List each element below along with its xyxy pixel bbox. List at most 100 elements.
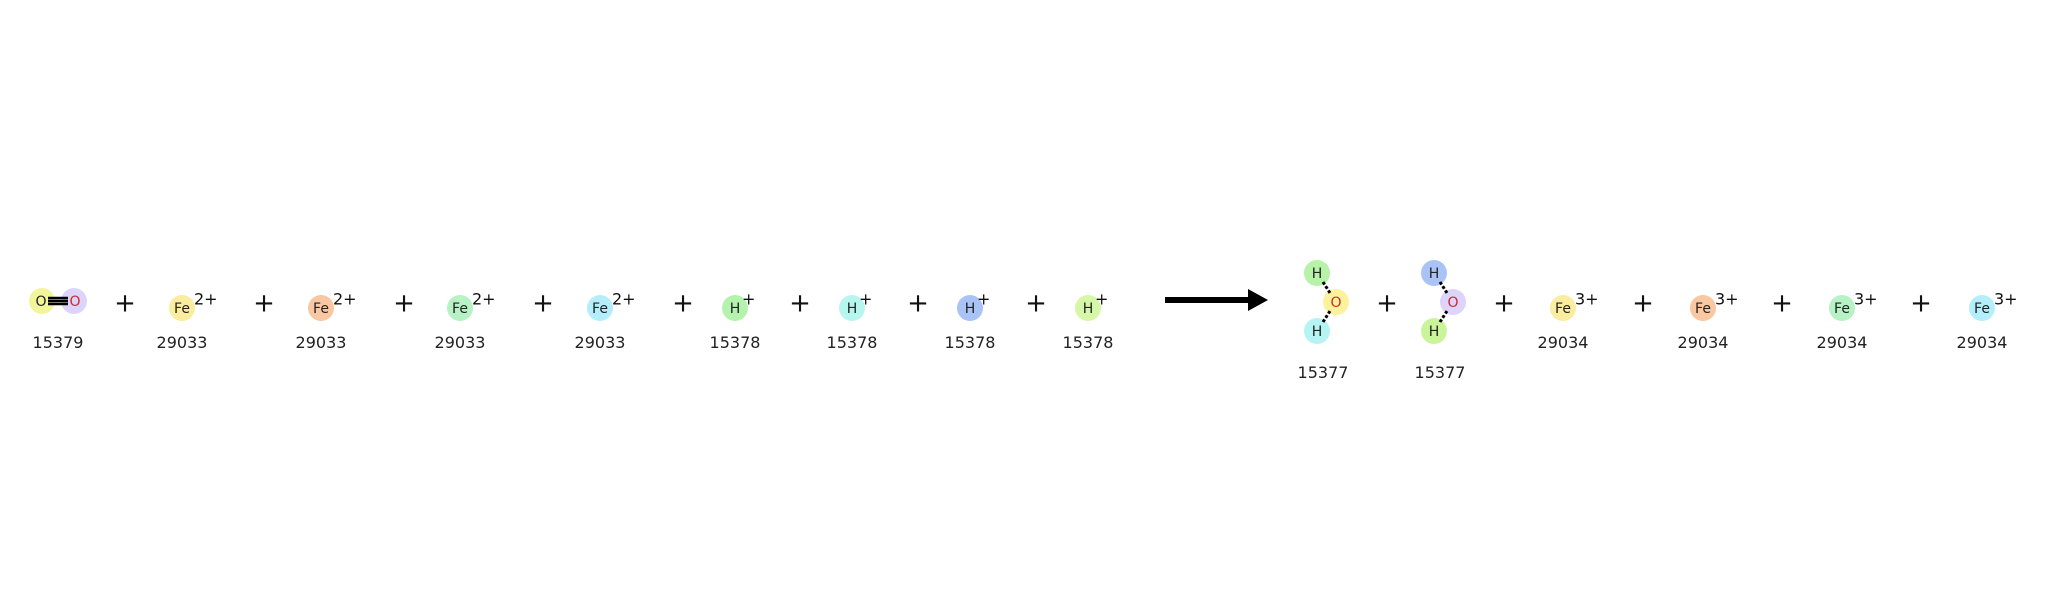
compound-id: 29033 xyxy=(157,333,208,352)
compound-id: 29033 xyxy=(435,333,486,352)
atom-h-label: H xyxy=(1312,324,1323,340)
plus-sign: + xyxy=(1632,289,1654,319)
atom-fe-highlight xyxy=(1690,295,1716,321)
atom-h-highlight xyxy=(1421,260,1447,286)
atom-h-highlight xyxy=(1304,260,1330,286)
reactant-4: Fe2+ 29033 xyxy=(435,290,496,353)
compound-id: 29033 xyxy=(575,333,626,352)
bond-line xyxy=(1438,281,1449,294)
compound-id: 29034 xyxy=(1817,333,1868,352)
atom-h-label: H xyxy=(965,301,976,317)
atom-h-label: H xyxy=(1429,324,1440,340)
product-6: Fe3+ 29034 xyxy=(1957,290,2018,353)
atom-fe-highlight xyxy=(308,295,334,321)
atom-h-highlight xyxy=(1304,318,1330,344)
atom-fe-highlight xyxy=(169,295,195,321)
charge-label: 3+ xyxy=(1575,290,1599,309)
charge-label: + xyxy=(1095,290,1108,309)
plus-sign: + xyxy=(789,289,811,319)
atom-h-highlight xyxy=(1421,318,1447,344)
atom-o-highlight xyxy=(61,288,87,314)
charge-label: + xyxy=(977,290,990,309)
atom-fe-highlight xyxy=(587,295,613,321)
atom-h-label: H xyxy=(1429,266,1440,282)
atom-o-label: O xyxy=(1330,295,1341,311)
atom-h-highlight xyxy=(722,295,748,321)
charge-label: 2+ xyxy=(612,290,636,309)
atom-c-highlight xyxy=(29,288,55,314)
compound-id: 29034 xyxy=(1538,333,1589,352)
atom-o-label: O xyxy=(1447,295,1458,311)
atom-o-highlight xyxy=(1323,289,1349,315)
atom-o-highlight xyxy=(1440,289,1466,315)
charge-label: 2+ xyxy=(472,290,496,309)
charge-label: + xyxy=(859,290,872,309)
plus-sign: + xyxy=(672,289,694,319)
charge-label: 2+ xyxy=(333,290,357,309)
atom-fe-highlight xyxy=(1969,295,1995,321)
plus-sign: + xyxy=(1910,289,1932,319)
charge-label: + xyxy=(742,290,755,309)
atom-fe-label: Fe xyxy=(1974,301,1990,317)
charge-label: 2+ xyxy=(194,290,218,309)
atom-fe-highlight xyxy=(1550,295,1576,321)
charge-label: 3+ xyxy=(1854,290,1878,309)
atom-fe-label: Fe xyxy=(1555,301,1571,317)
reactant-3: Fe2+ 29033 xyxy=(296,290,357,353)
product-3: Fe3+ 29034 xyxy=(1538,290,1599,353)
plus-sign: + xyxy=(253,289,275,319)
compound-id: 15377 xyxy=(1415,363,1466,382)
bond-line xyxy=(1321,281,1332,294)
compound-id: 29033 xyxy=(296,333,347,352)
plus-sign: + xyxy=(1771,289,1793,319)
atom-h-highlight xyxy=(1075,295,1101,321)
plus-sign: + xyxy=(1376,289,1398,319)
atom-o-label: O xyxy=(69,294,80,310)
bond-line xyxy=(1438,310,1449,323)
reactant-6: H+15378 xyxy=(710,290,761,353)
reactant-2: Fe2+ 29033 xyxy=(157,290,218,353)
atom-h-highlight xyxy=(957,295,983,321)
charge-label: 3+ xyxy=(1994,290,2018,309)
atom-fe-highlight xyxy=(447,295,473,321)
compound-id: 15378 xyxy=(945,333,996,352)
plus-sign: + xyxy=(114,289,136,319)
atom-fe-label: Fe xyxy=(313,301,329,317)
atom-fe-label: Fe xyxy=(174,301,190,317)
compound-id: 15378 xyxy=(827,333,878,352)
plus-sign: + xyxy=(1493,289,1515,319)
plus-sign: + xyxy=(1025,289,1047,319)
product-2: HOH 15377 xyxy=(1415,260,1466,382)
atom-fe-label: Fe xyxy=(452,301,468,317)
product-5: Fe3+ 29034 xyxy=(1817,290,1878,353)
reactant-8: H+15378 xyxy=(945,290,996,353)
atom-fe-label: Fe xyxy=(1695,301,1711,317)
atom-h-label: H xyxy=(1083,301,1094,317)
compound-id: 15377 xyxy=(1298,363,1349,382)
compound-id: 29034 xyxy=(1678,333,1729,352)
atom-fe-label: Fe xyxy=(1834,301,1850,317)
plus-sign: + xyxy=(393,289,415,319)
bond-line xyxy=(1321,310,1332,323)
atom-h-highlight xyxy=(839,295,865,321)
reactant-5: Fe2+ 29033 xyxy=(575,290,636,353)
compound-id: 15378 xyxy=(1063,333,1114,352)
reactant-7: H+15378 xyxy=(827,290,878,353)
atom-h-label: H xyxy=(730,301,741,317)
compound-id: 15379 xyxy=(33,333,84,352)
compound-id: 15378 xyxy=(710,333,761,352)
compound-id: 29034 xyxy=(1957,333,2008,352)
atom-c-label: O xyxy=(35,294,46,310)
product-4: Fe3+ 29034 xyxy=(1678,290,1739,353)
product-1: HOH 15377 xyxy=(1298,260,1349,382)
plus-sign: + xyxy=(532,289,554,319)
atom-h-label: H xyxy=(847,301,858,317)
charge-label: 3+ xyxy=(1715,290,1739,309)
reactant-9: H+15378 xyxy=(1063,290,1114,353)
atom-fe-label: Fe xyxy=(592,301,608,317)
reaction-arrow xyxy=(1165,289,1268,311)
atom-fe-highlight xyxy=(1829,295,1855,321)
reactant-1: O O 15379 xyxy=(29,288,87,352)
plus-sign: + xyxy=(907,289,929,319)
